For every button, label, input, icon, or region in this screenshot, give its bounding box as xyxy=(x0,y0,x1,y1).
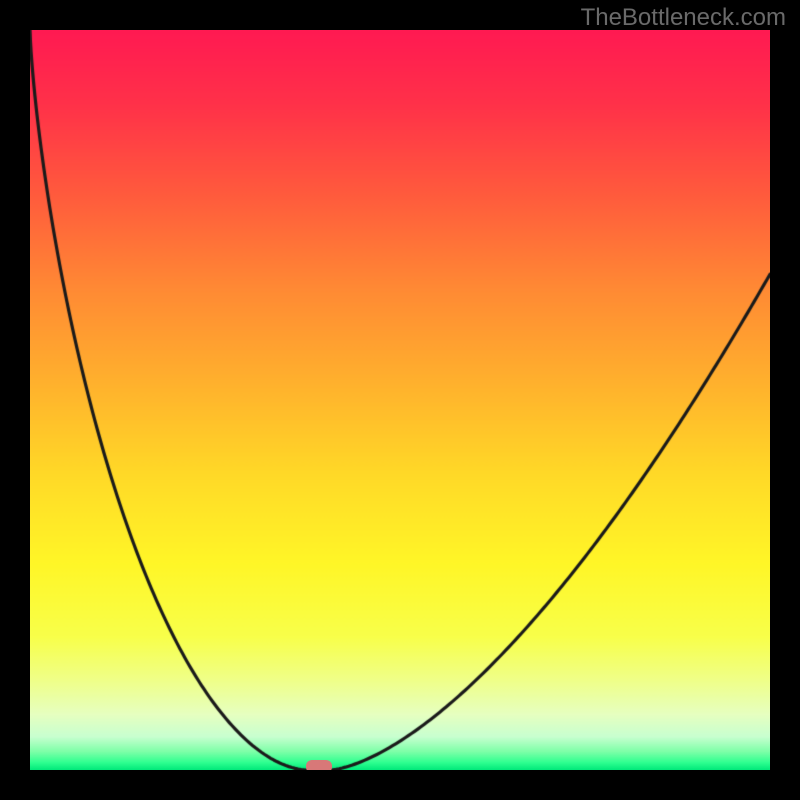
bottleneck-curve xyxy=(30,30,770,770)
chart-container: TheBottleneck.com xyxy=(0,0,800,800)
plot-area xyxy=(30,30,770,770)
watermark-text: TheBottleneck.com xyxy=(581,4,786,32)
optimal-point-marker xyxy=(306,760,332,770)
